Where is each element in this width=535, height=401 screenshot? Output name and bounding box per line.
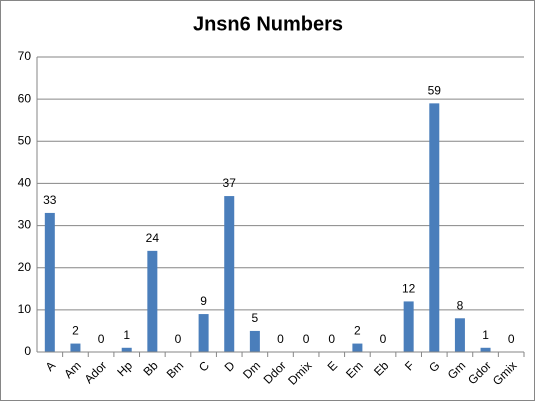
y-tick-label: 60 (18, 91, 32, 105)
data-label: 0 (175, 332, 182, 346)
data-label: 12 (402, 282, 416, 296)
bar (70, 343, 81, 352)
data-label: 1 (482, 328, 489, 342)
bar (147, 250, 158, 352)
data-label: 2 (354, 324, 361, 338)
data-label: 0 (508, 332, 515, 346)
data-label: 33 (43, 193, 57, 207)
chart-title: Jnsn6 Numbers (193, 13, 343, 35)
data-label: 0 (380, 332, 387, 346)
bar (224, 196, 235, 352)
y-tick-label: 30 (18, 218, 32, 232)
data-label: 8 (457, 298, 464, 312)
y-tick-label: 20 (18, 260, 32, 274)
data-label: 1 (123, 328, 130, 342)
bar (44, 212, 55, 352)
bar (352, 343, 363, 352)
y-tick-label: 50 (18, 133, 32, 147)
data-label: 59 (428, 84, 442, 98)
bar (198, 314, 209, 352)
data-label: 0 (303, 332, 310, 346)
data-label: 9 (200, 294, 207, 308)
bar (121, 347, 132, 352)
data-label: 37 (223, 176, 237, 190)
y-tick-label: 40 (18, 176, 32, 190)
data-label: 2 (72, 324, 79, 338)
data-label: 24 (146, 231, 160, 245)
y-tick-label: 10 (18, 302, 32, 316)
y-tick-label: 70 (18, 49, 32, 63)
data-label: 5 (252, 311, 259, 325)
data-label: 0 (98, 332, 105, 346)
bar (249, 330, 260, 352)
bar (429, 103, 440, 352)
data-label: 0 (328, 332, 335, 346)
y-tick-label: 0 (24, 344, 31, 358)
bar (403, 301, 414, 352)
data-label: 0 (277, 332, 284, 346)
bar (480, 347, 491, 352)
bar (454, 318, 465, 352)
